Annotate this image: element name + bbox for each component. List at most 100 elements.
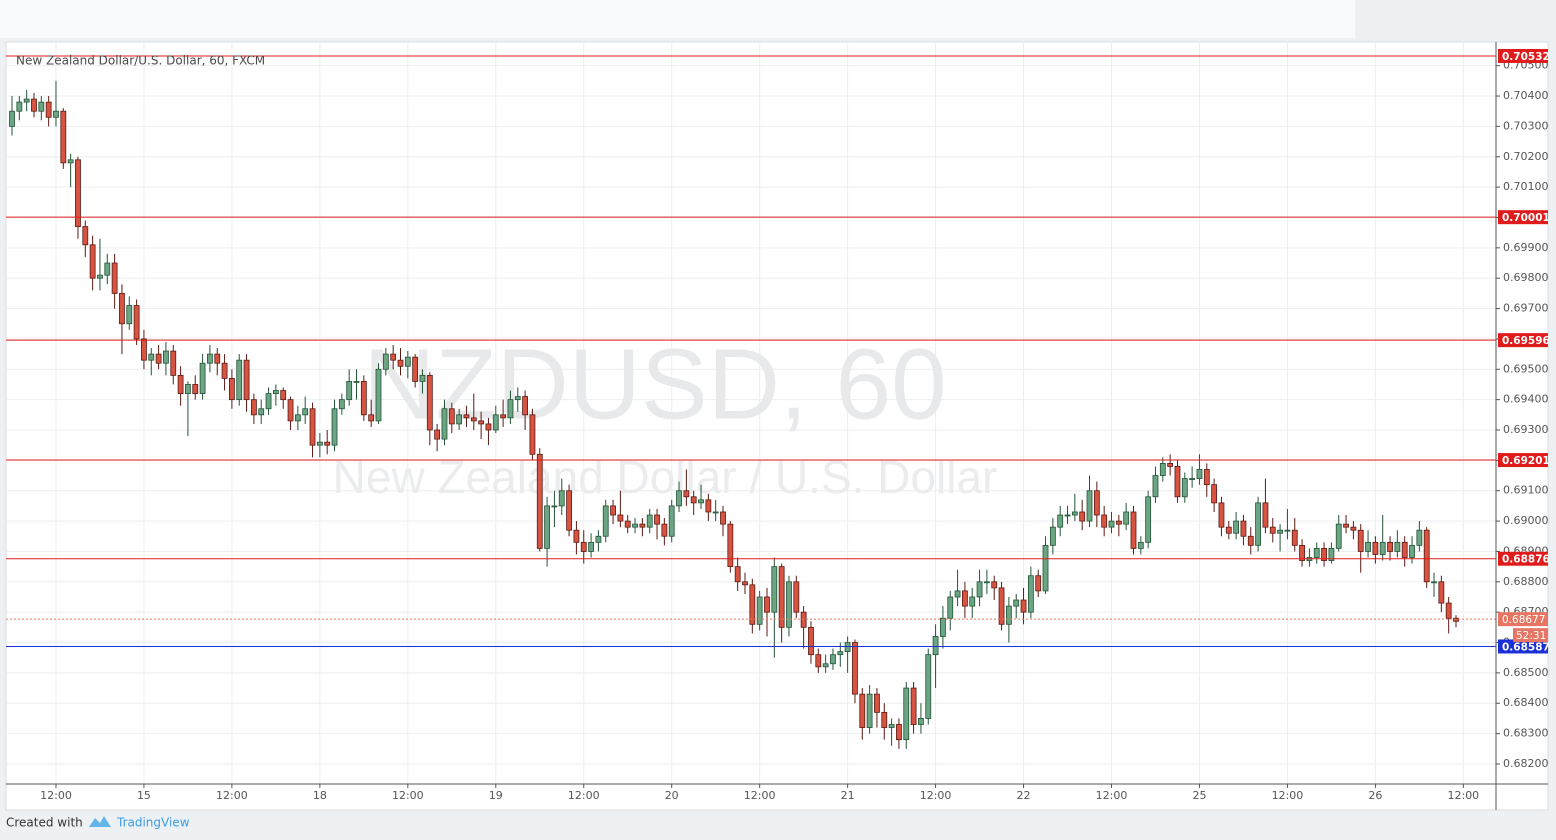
candle-body — [544, 505, 550, 549]
candle-body — [441, 408, 448, 440]
candle-body — [404, 356, 411, 367]
candle-body — [38, 101, 45, 112]
candle-body — [1079, 511, 1086, 522]
x-tick-label: 12:00 — [216, 789, 248, 802]
candle-body — [1211, 484, 1218, 504]
candle-body — [749, 584, 756, 625]
candle-body — [918, 718, 924, 725]
x-tick-label: 25 — [1192, 789, 1206, 802]
candle-body — [45, 101, 52, 118]
candle-body — [75, 159, 81, 227]
candle-body — [397, 359, 404, 367]
candle-body — [456, 414, 463, 425]
candle-body — [1262, 502, 1269, 528]
candle-body — [463, 414, 470, 419]
toolbar — [0, 0, 1355, 38]
candle-body — [742, 581, 748, 586]
level-label: 0.68876 — [1502, 554, 1550, 566]
candle-body — [1255, 502, 1261, 546]
candle-body — [676, 490, 682, 507]
candle-body — [998, 587, 1005, 625]
candle-body — [830, 654, 836, 665]
candle-body — [338, 399, 345, 410]
candle-body — [309, 408, 316, 446]
candle-body — [1013, 599, 1020, 607]
candle-body — [1123, 511, 1130, 525]
candle-body — [67, 159, 74, 164]
candle-body — [133, 305, 140, 340]
candle-body — [793, 581, 800, 613]
candle-body — [1225, 526, 1232, 534]
candle-body — [617, 514, 624, 522]
level-label: 0.69596 — [1502, 335, 1550, 347]
candle-body — [236, 359, 243, 401]
level-label-box — [1498, 333, 1548, 348]
candle-body — [243, 359, 250, 401]
candle-body — [888, 724, 895, 728]
candle-body — [324, 441, 331, 446]
candle-body — [624, 520, 631, 528]
candle-body — [53, 110, 59, 118]
candle-body — [1357, 529, 1364, 552]
candle-body — [126, 305, 133, 325]
footer-text: Created with — [6, 816, 83, 830]
candle-body — [250, 399, 257, 416]
candle-body — [1240, 520, 1247, 537]
candle-body — [610, 505, 616, 516]
candle-body — [1093, 490, 1100, 516]
candle-body — [551, 505, 558, 508]
candle-body — [1203, 469, 1210, 486]
tradingview-logo — [89, 816, 111, 827]
candle-body — [969, 596, 976, 607]
countdown-box — [1513, 628, 1548, 643]
candle-body — [478, 420, 485, 425]
candle-body — [566, 490, 572, 531]
y-tick-label: 0.68400 — [1503, 696, 1549, 709]
candle-body — [1027, 575, 1034, 613]
level-label-box — [1498, 48, 1548, 63]
y-tick-label: 0.69900 — [1503, 241, 1549, 254]
candle-body — [639, 523, 646, 528]
candle-body — [272, 390, 279, 394]
candle-body — [1313, 548, 1320, 558]
candle-body — [983, 581, 990, 584]
candle-body — [170, 350, 177, 376]
candle-body — [1152, 475, 1159, 498]
candle-body — [764, 596, 770, 613]
candle-body — [448, 408, 455, 425]
countdown: 52:31 — [1516, 630, 1546, 642]
candle-body — [1423, 529, 1430, 583]
candle-body — [316, 441, 323, 446]
candle-body — [632, 523, 638, 528]
candle-body — [1387, 541, 1393, 552]
axes: 0.682000.683000.684000.685000.686000.687… — [40, 48, 1550, 802]
candle-body — [1299, 544, 1305, 561]
candle-body — [1145, 496, 1152, 543]
candle-body — [214, 353, 221, 364]
y-tick-label: 0.69800 — [1503, 271, 1549, 284]
footer-brand[interactable]: TradingView — [116, 816, 190, 830]
candle-body — [815, 654, 822, 668]
level-label: 0.68587 — [1502, 641, 1550, 653]
candle-body — [382, 353, 389, 370]
candle-body — [141, 338, 147, 361]
candle-body — [536, 453, 543, 549]
candle-body — [207, 353, 213, 364]
y-tick-label: 0.69000 — [1503, 514, 1549, 527]
candle-body — [1108, 520, 1115, 528]
candle-body — [940, 617, 946, 637]
candle-body — [932, 636, 939, 656]
plot-area — [6, 55, 1496, 749]
candle-body — [1049, 526, 1056, 546]
candle-body — [786, 581, 792, 628]
level-label-box — [1498, 551, 1548, 566]
candle-body — [654, 514, 660, 525]
y-tick-label: 0.69100 — [1503, 484, 1549, 497]
candle-body — [844, 642, 851, 653]
candle-body — [23, 98, 30, 103]
candle-body — [896, 724, 902, 741]
candle-body — [192, 384, 199, 394]
candle-body — [16, 101, 23, 112]
